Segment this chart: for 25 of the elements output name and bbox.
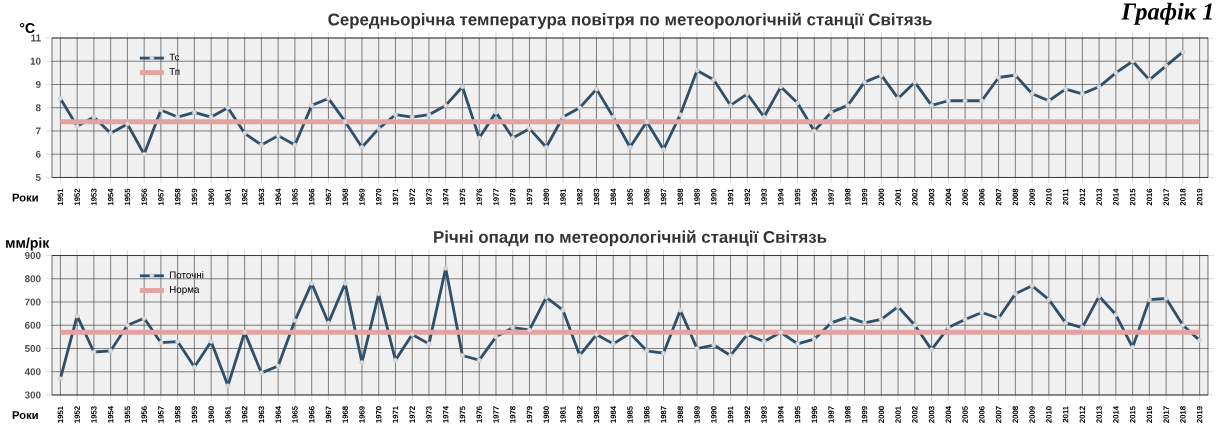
chart-title: Середньорічна температура повітря по метеорологічній станції Світязь xyxy=(328,12,932,29)
y-tick-label: 300 xyxy=(24,391,41,399)
y-tick-label: 900 xyxy=(24,252,41,259)
x-axis-title: Роки xyxy=(12,411,38,420)
legend-label: Поточні xyxy=(169,271,204,279)
x-axis-title: Роки xyxy=(12,193,38,202)
y-tick-label: 700 xyxy=(25,298,41,306)
y-axis-title: мм/рік xyxy=(6,237,50,251)
text: Графік 1 xyxy=(1121,2,1212,25)
y-tick-label: 10 xyxy=(30,57,41,65)
chart-title: Річні опади по метеорологічній станції Світязь xyxy=(434,230,827,247)
y-tick-label: 500 xyxy=(24,345,41,352)
y-tick-label: 600 xyxy=(24,321,41,329)
y-axis-title: °C xyxy=(19,23,35,34)
y-tick-label: 5 xyxy=(35,174,41,181)
legend-label: Тс xyxy=(169,53,180,61)
legend-label: Норма xyxy=(169,286,200,295)
y-tick-label: 11 xyxy=(31,34,41,42)
y-tick-label: 8 xyxy=(35,104,41,112)
y-tick-label: 9 xyxy=(35,81,41,88)
y-tick-label: 800 xyxy=(24,275,41,283)
y-tick-label: 6 xyxy=(35,150,41,158)
y-tick-label: 7 xyxy=(35,127,41,135)
y-tick-label: 400 xyxy=(24,368,41,376)
legend-label: Тп xyxy=(169,68,180,75)
